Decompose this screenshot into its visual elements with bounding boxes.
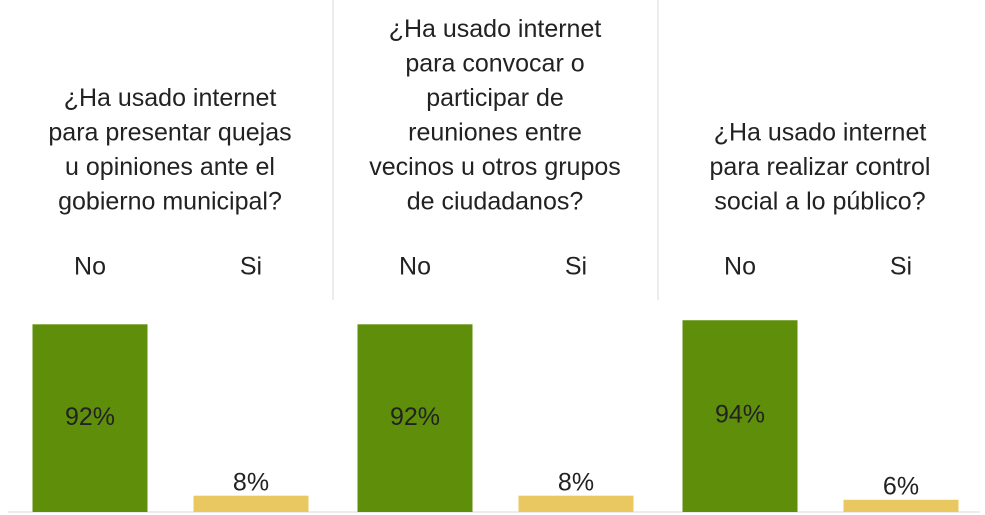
x-tick-label: No	[724, 253, 756, 281]
x-tick-label: Si	[240, 253, 262, 281]
chart-title: ¿Ha usado internet	[389, 15, 602, 43]
bar	[193, 495, 309, 512]
data-label: 8%	[233, 468, 269, 496]
chart-title: participar de	[426, 84, 564, 112]
chart-title: para realizar control	[710, 153, 931, 181]
data-label: 92%	[390, 403, 440, 431]
chart-title: para presentar quejas	[48, 119, 291, 147]
chart-title: ¿Ha usado internet	[64, 84, 277, 112]
x-tick-label: Si	[565, 253, 587, 281]
bar	[32, 324, 148, 512]
bar	[518, 495, 634, 512]
chart-title: de ciudadanos?	[407, 188, 584, 216]
x-tick-label: No	[74, 253, 106, 281]
bar	[357, 324, 473, 512]
data-label: 92%	[65, 403, 115, 431]
x-tick-label: Si	[890, 253, 912, 281]
chart-title: ¿Ha usado internet	[714, 119, 927, 147]
chart-title: gobierno municipal?	[58, 188, 282, 216]
bar	[682, 320, 798, 512]
chart-title: vecinos u otros grupos	[369, 153, 621, 181]
data-label: 8%	[558, 468, 594, 496]
x-tick-label: No	[399, 253, 431, 281]
chart-title: u opiniones ante el	[65, 153, 275, 181]
data-label: 6%	[883, 472, 919, 500]
chart-title: social a lo público?	[714, 188, 925, 216]
bar	[843, 499, 959, 512]
data-label: 94%	[715, 401, 765, 429]
chart-title: para convocar o	[405, 50, 584, 78]
chart-title: reuniones entre	[408, 119, 582, 147]
